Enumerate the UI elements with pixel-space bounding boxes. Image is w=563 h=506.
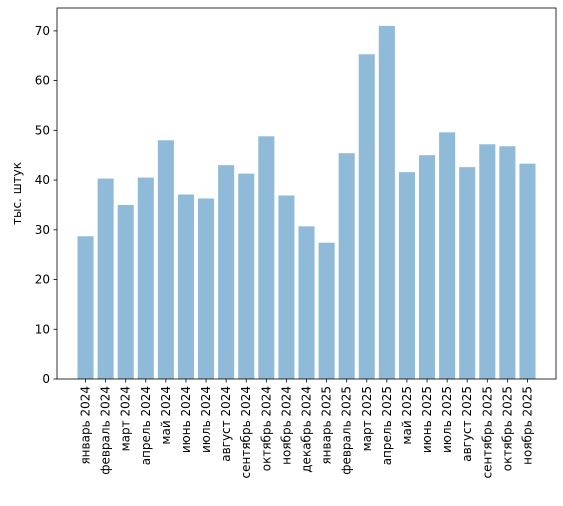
x-tick-label: февраль 2025 xyxy=(340,386,354,475)
bar-12 xyxy=(298,226,315,379)
bar-11 xyxy=(278,195,295,379)
x-tick-label: июль 2025 xyxy=(440,386,454,453)
x-axis-ticks: январь 2024 февраль 2024 март 2024 апрель 2… xyxy=(79,379,534,478)
x-tick-label: январь 2025 xyxy=(320,386,334,465)
x-tick-label: июнь 2025 xyxy=(420,386,434,453)
bars-group xyxy=(77,25,536,380)
bar-19 xyxy=(439,132,456,379)
x-tick-label: апрель 2024 xyxy=(139,386,153,465)
x-tick-label: август 2025 xyxy=(460,386,474,462)
x-tick-label: июль 2024 xyxy=(199,386,213,453)
y-tick-label: 40 xyxy=(35,173,50,187)
plot-frame xyxy=(56,7,557,380)
y-tick-label: 10 xyxy=(35,322,50,336)
x-tick-label: ноябрь 2025 xyxy=(520,386,534,465)
x-tick-label: апрель 2025 xyxy=(380,386,394,465)
bar-10 xyxy=(258,136,275,379)
bar-20 xyxy=(459,167,476,379)
bar-18 xyxy=(418,155,436,379)
x-tick-label: июнь 2024 xyxy=(179,386,193,453)
bar-2 xyxy=(97,178,114,379)
bar-1 xyxy=(77,236,94,379)
y-axis-label: тыс. штук xyxy=(10,162,24,225)
x-tick-label: октябрь 2024 xyxy=(259,386,273,471)
x-tick-label: декабрь 2024 xyxy=(300,386,314,473)
y-tick-label: 20 xyxy=(35,273,50,287)
bar-4 xyxy=(137,177,154,379)
bar-22 xyxy=(499,146,516,379)
bar-5 xyxy=(157,140,174,379)
x-tick-label: май 2024 xyxy=(159,386,173,445)
x-tick-label: февраль 2024 xyxy=(99,386,113,475)
x-tick-label: ноябрь 2024 xyxy=(279,386,293,465)
bar-16 xyxy=(378,25,395,380)
x-tick-label: август 2024 xyxy=(219,386,233,462)
y-tick-label: 70 xyxy=(35,24,50,38)
x-tick-label: март 2025 xyxy=(360,386,374,451)
bar-9 xyxy=(238,173,255,379)
bar-7 xyxy=(198,198,215,379)
bar-23 xyxy=(519,163,536,379)
bar-8 xyxy=(218,165,235,379)
bar-17 xyxy=(398,172,415,379)
x-tick-label: сентябрь 2024 xyxy=(239,386,253,478)
bar-15 xyxy=(358,54,375,379)
y-tick-label: 50 xyxy=(35,123,50,137)
bar-21 xyxy=(479,144,496,379)
x-tick-label: сентябрь 2025 xyxy=(480,386,494,478)
y-tick-label: 0 xyxy=(42,372,50,386)
bar-3 xyxy=(117,204,134,379)
bar-14 xyxy=(338,153,355,379)
y-axis-ticks: 0 10 20 30 40 50 60 70 xyxy=(35,24,57,386)
bar-13 xyxy=(318,242,335,379)
y-tick-label: 30 xyxy=(35,223,50,237)
x-tick-label: октябрь 2025 xyxy=(500,386,514,471)
x-tick-label: март 2024 xyxy=(119,386,133,451)
bar-6 xyxy=(177,194,195,379)
y-tick-label: 60 xyxy=(35,74,50,88)
x-tick-label: май 2025 xyxy=(400,386,414,445)
x-tick-label: январь 2024 xyxy=(79,386,93,465)
